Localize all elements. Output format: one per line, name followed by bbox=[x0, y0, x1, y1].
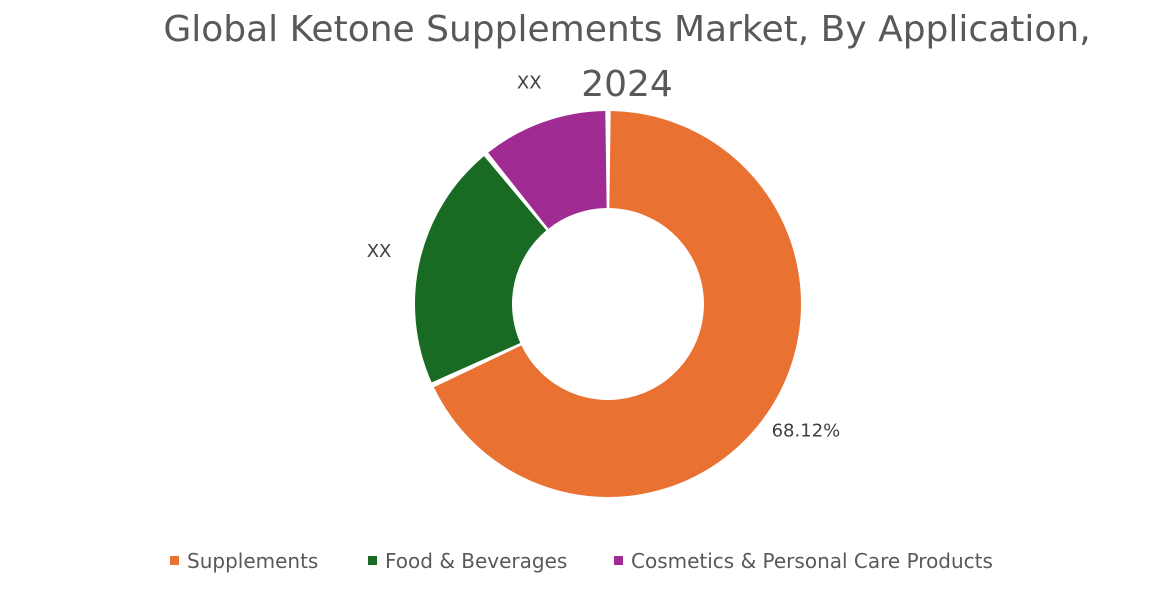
slice-cosmetics-and-personal-care-products bbox=[488, 111, 607, 229]
chart-legend: Supplements Food & Beverages Cosmetics & P… bbox=[170, 549, 993, 573]
legend-label: Supplements bbox=[187, 549, 318, 573]
data-label-cosmetics-and-personal-care-products: XX bbox=[517, 73, 542, 94]
slice-supplements bbox=[433, 111, 801, 498]
chart-title-line-1: Global Ketone Supplements Market, By App… bbox=[163, 9, 1090, 50]
legend-label: Cosmetics & Personal Care Products bbox=[631, 549, 993, 573]
legend-swatch bbox=[170, 556, 179, 565]
donut-slices bbox=[415, 111, 801, 498]
data-label-food-and-beverages: XX bbox=[367, 241, 392, 262]
legend-item-cosmetics-and-personal-care-products: Cosmetics & Personal Care Products bbox=[614, 549, 993, 573]
data-labels: 68.12% XX XX bbox=[367, 73, 841, 442]
legend-label: Food & Beverages bbox=[385, 549, 567, 573]
chart-title-line-2: 2024 bbox=[581, 64, 673, 105]
slice-food-and-beverages bbox=[415, 156, 547, 383]
legend-swatch bbox=[368, 556, 377, 565]
data-label-supplements: 68.12% bbox=[772, 421, 841, 442]
legend-item-supplements: Supplements bbox=[170, 549, 318, 573]
legend-item-food-and-beverages: Food & Beverages bbox=[368, 549, 567, 573]
legend-swatch bbox=[614, 556, 623, 565]
